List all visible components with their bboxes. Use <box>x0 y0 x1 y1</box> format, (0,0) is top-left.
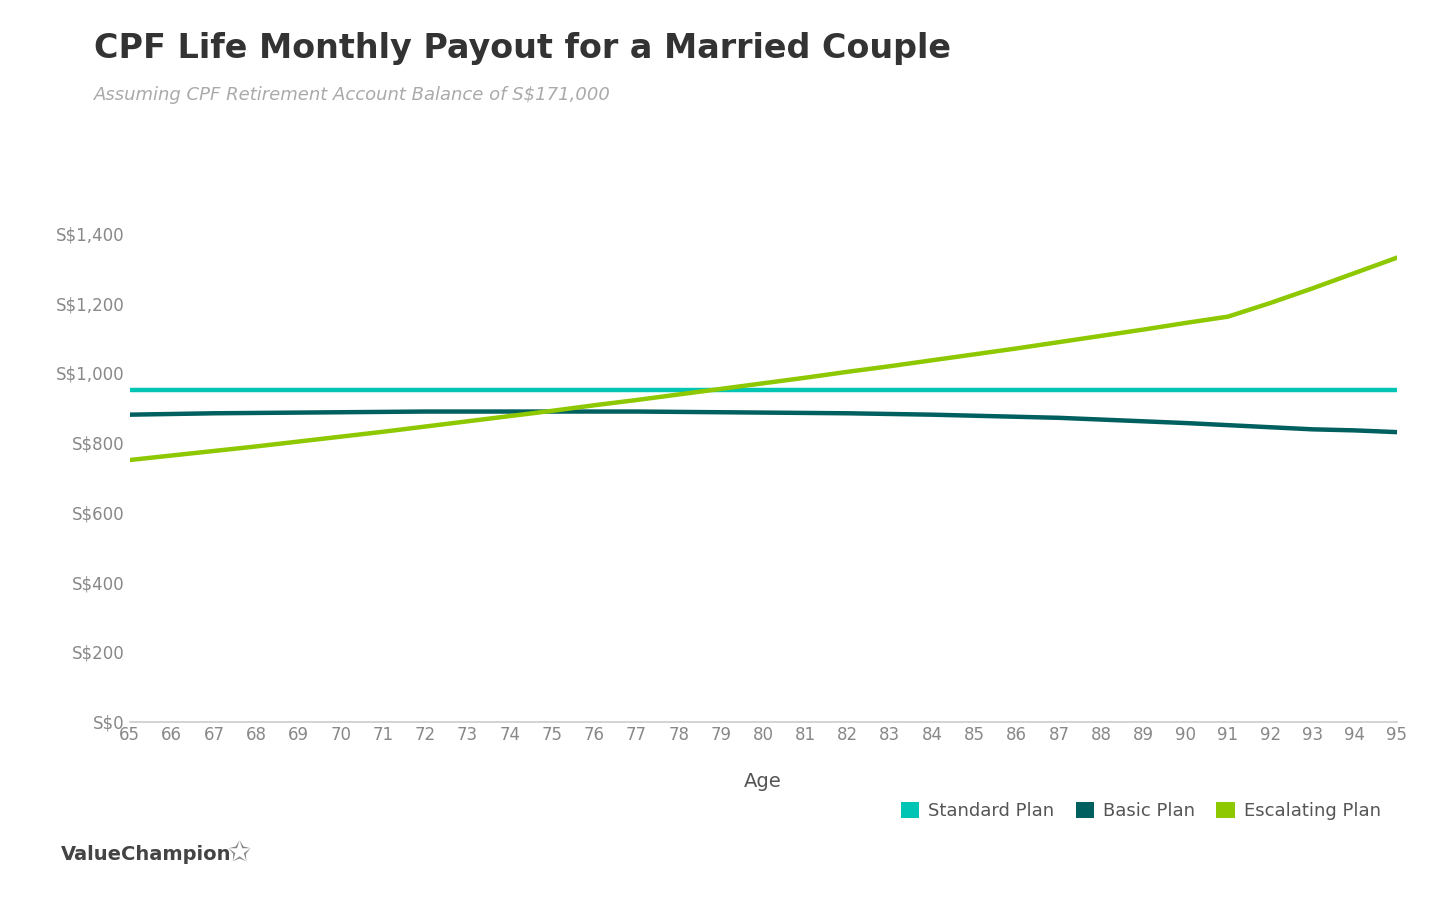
Text: CPF Life Monthly Payout for a Married Couple: CPF Life Monthly Payout for a Married Co… <box>94 32 950 65</box>
Legend: Standard Plan, Basic Plan, Escalating Plan: Standard Plan, Basic Plan, Escalating Pl… <box>894 795 1388 828</box>
Text: ✩: ✩ <box>228 840 251 868</box>
Text: Assuming CPF Retirement Account Balance of S$171,000: Assuming CPF Retirement Account Balance … <box>94 86 611 104</box>
Text: ValueChampion: ValueChampion <box>60 845 230 864</box>
X-axis label: Age: Age <box>744 772 782 791</box>
